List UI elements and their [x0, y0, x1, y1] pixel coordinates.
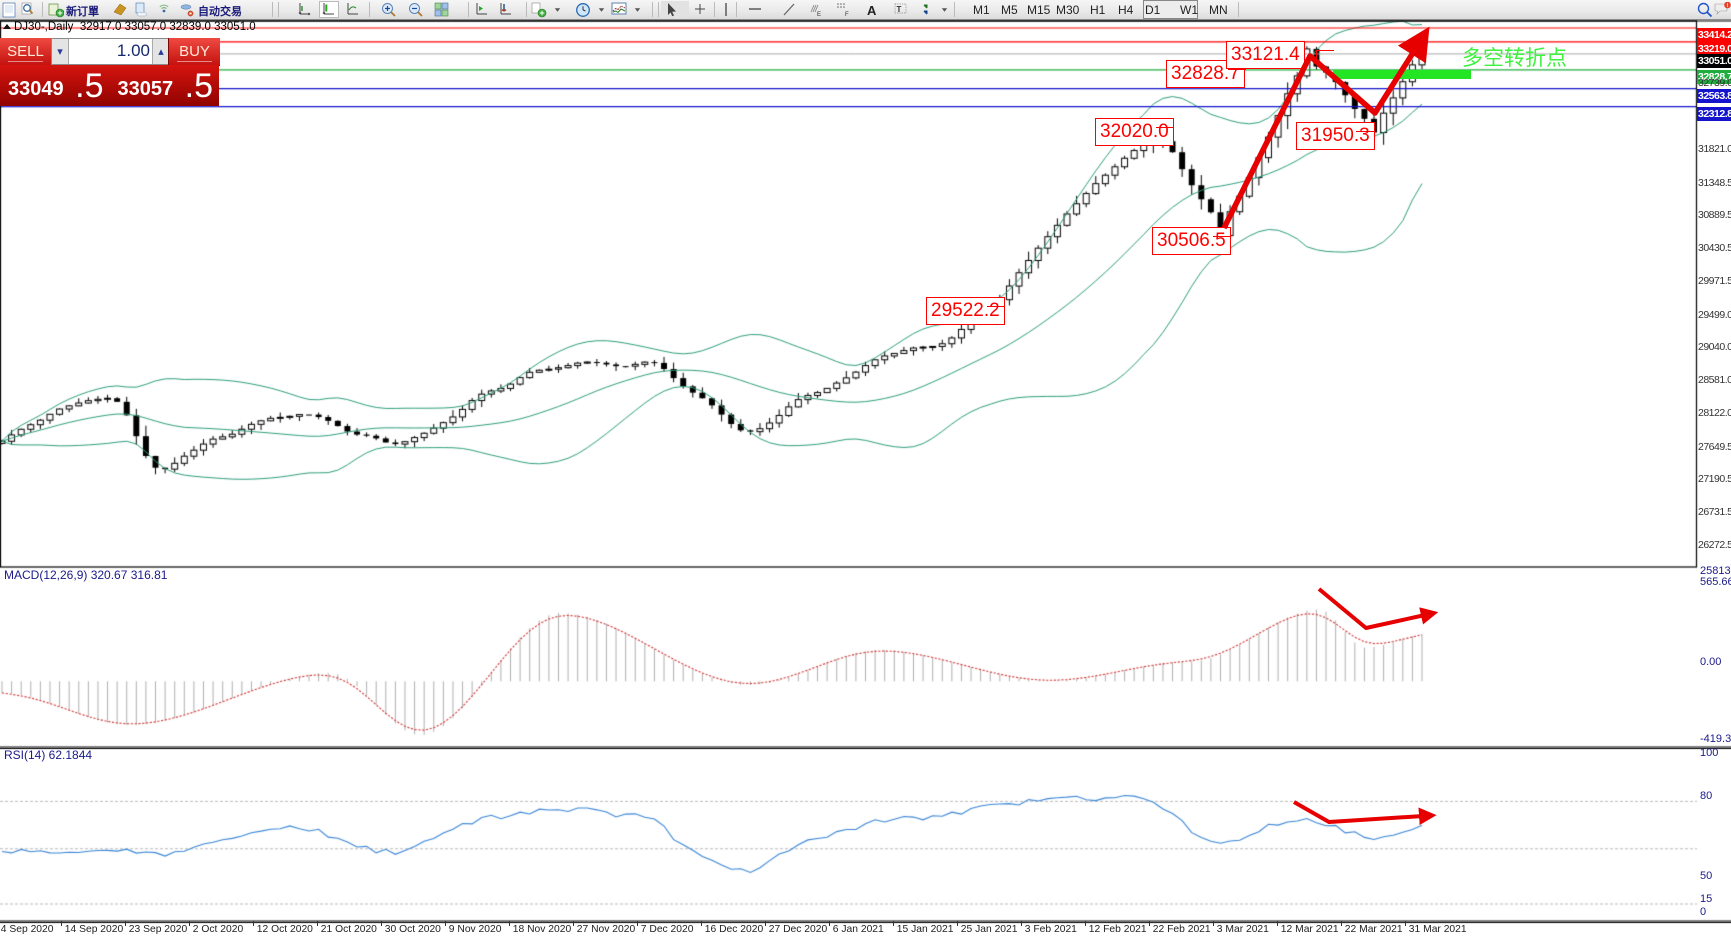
svg-text:E: E — [817, 12, 821, 18]
svg-text:F: F — [845, 12, 849, 18]
svg-text:T: T — [897, 5, 902, 14]
